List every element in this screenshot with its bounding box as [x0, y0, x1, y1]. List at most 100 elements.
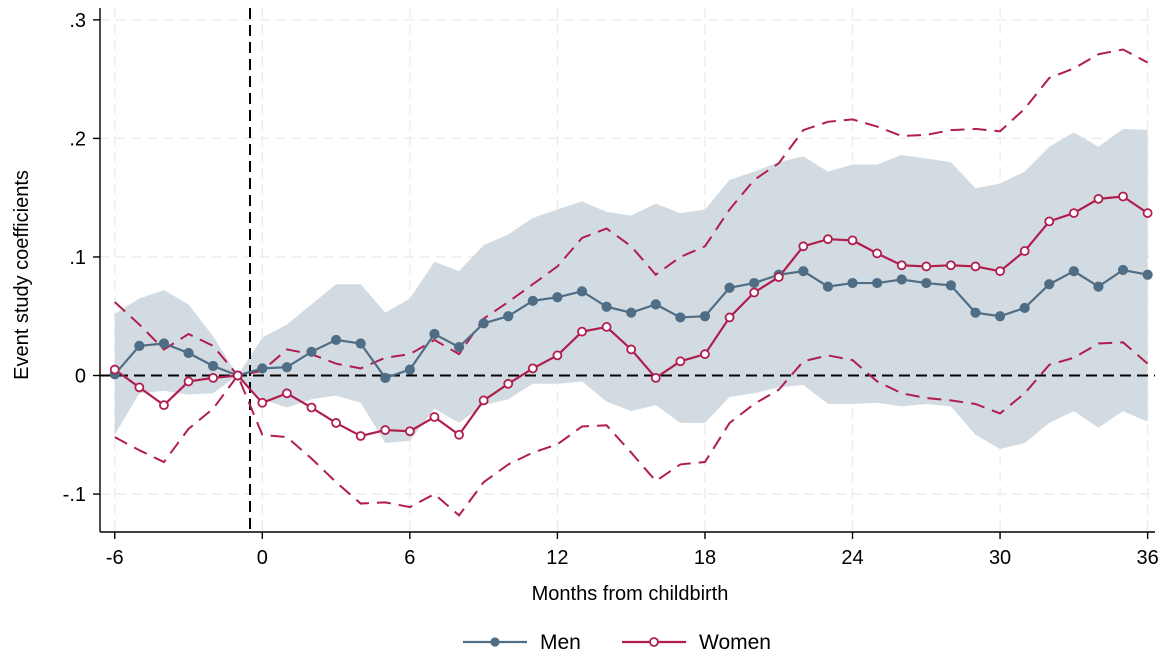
women-point	[823, 234, 833, 245]
men-point	[1044, 279, 1055, 290]
y-axis-title: Event study coefficients	[11, 170, 33, 380]
men-point	[478, 318, 489, 329]
y-tick-label: .3	[69, 10, 86, 32]
men-point	[921, 277, 932, 289]
women-ci-upper-line	[114, 48, 1149, 377]
x-tick-label: 12	[546, 547, 568, 569]
legend-women-marker	[649, 637, 659, 647]
women-point	[503, 378, 514, 389]
men-point	[749, 277, 760, 289]
series-markers	[109, 191, 1153, 441]
women-point	[159, 400, 169, 411]
men-ci-band	[114, 128, 1148, 450]
women-point	[527, 363, 538, 374]
women-point	[1142, 208, 1153, 218]
x-tick-label: 24	[841, 547, 863, 569]
x-tick-labels: -6 0 6 12 18 24 30 36	[106, 547, 1159, 569]
x-tick-label: 0	[257, 547, 268, 569]
women-point	[134, 382, 145, 393]
men-point	[1142, 269, 1153, 280]
men-point	[429, 328, 440, 340]
men-point	[847, 277, 858, 289]
men-point	[994, 311, 1006, 322]
women-point	[478, 395, 489, 406]
women-point	[995, 266, 1005, 277]
x-tick-label: -6	[106, 547, 124, 569]
men-point	[798, 266, 809, 277]
women-point	[675, 356, 686, 367]
women-point	[429, 412, 440, 422]
x-axis-title: Months from childbirth	[532, 583, 729, 605]
legend-women-label: Women	[699, 631, 771, 654]
women-point	[798, 241, 809, 252]
reference-lines	[100, 8, 1155, 532]
men-point	[355, 338, 366, 349]
women-point	[970, 261, 981, 272]
men-point	[404, 364, 415, 375]
x-tick-label: 6	[404, 547, 415, 569]
women-point	[552, 350, 563, 361]
women-point	[380, 425, 391, 435]
women-point	[257, 397, 268, 408]
women-point	[454, 429, 464, 440]
men-point	[675, 312, 686, 323]
women-point	[109, 364, 120, 375]
women-point	[355, 431, 366, 441]
legend-men-label: Men	[540, 631, 581, 654]
men-point	[724, 282, 735, 293]
women-point	[1093, 193, 1104, 204]
x-tick-label: 30	[989, 547, 1011, 569]
women-point	[945, 260, 956, 271]
women-point	[404, 426, 415, 437]
x-tick-label: 18	[694, 547, 716, 569]
men-point	[699, 311, 711, 322]
men-point	[257, 363, 268, 374]
women-point	[1068, 208, 1079, 218]
men-point	[330, 334, 342, 346]
men-point	[183, 347, 194, 359]
men-point	[281, 362, 292, 373]
men-confidence-band	[114, 128, 1148, 450]
women-point	[183, 376, 194, 387]
women-point	[331, 418, 341, 428]
men-point	[552, 292, 563, 303]
women-point	[847, 235, 858, 246]
men-point	[822, 281, 834, 292]
y-tick-label: 0	[75, 366, 86, 388]
men-point	[576, 286, 588, 297]
women-point	[626, 344, 637, 355]
women-point	[724, 312, 735, 323]
men-point	[306, 346, 317, 357]
men-point	[970, 307, 981, 318]
men-point	[503, 311, 514, 322]
women-point	[601, 322, 612, 332]
women-point	[208, 372, 219, 383]
men-point	[380, 372, 391, 383]
women-point	[1118, 191, 1128, 202]
women-point	[921, 261, 932, 272]
women-point	[749, 287, 760, 298]
women-point	[281, 388, 292, 399]
women-point	[1044, 216, 1055, 227]
men-point	[158, 338, 170, 349]
men-point	[134, 340, 145, 351]
men-point	[527, 295, 538, 306]
men-point	[872, 277, 883, 289]
women-point	[306, 402, 317, 413]
men-point	[601, 301, 612, 312]
men-point	[208, 360, 219, 372]
y-tick-labels: -.1 0 .1 .2 .3	[63, 10, 86, 506]
women-point	[872, 248, 883, 259]
women-ci-lines	[114, 48, 1149, 517]
axes	[93, 8, 1155, 539]
men-point	[896, 274, 907, 285]
men-point	[453, 341, 465, 353]
women-point	[896, 260, 907, 271]
women-point	[232, 370, 243, 381]
legend: Men Women	[463, 631, 771, 654]
men-point	[650, 299, 661, 310]
men-point	[1019, 302, 1030, 314]
x-tick-label: 36	[1136, 547, 1158, 569]
women-point	[577, 326, 587, 337]
